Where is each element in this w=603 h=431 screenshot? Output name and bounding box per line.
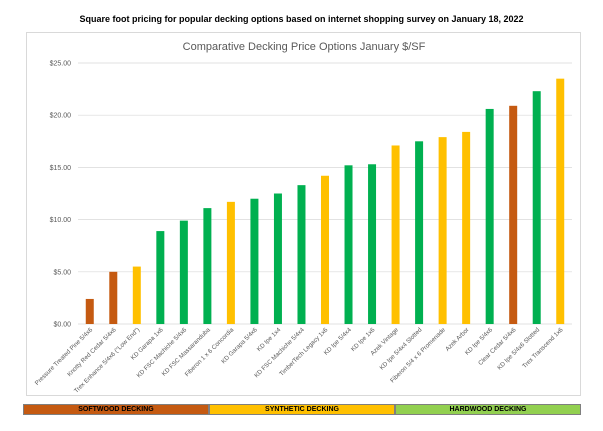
bar (179, 220, 188, 324)
synthetic-decking-label: SYNTHETIC DECKING (265, 406, 339, 413)
bar (297, 185, 306, 324)
bar (462, 131, 471, 324)
bar (85, 298, 94, 324)
bar (321, 175, 329, 324)
synthetic-decking-band: SYNTHETIC DECKING (209, 404, 395, 415)
bar (368, 164, 377, 324)
x-tick-label: KD Ipe 5/4x6 Slotted (496, 326, 541, 371)
page-title: Square foot pricing for popular decking … (79, 14, 524, 24)
bar (226, 201, 235, 324)
y-tick-label: $10.00 (50, 217, 72, 224)
y-tick-label: $25.00 (50, 61, 72, 68)
bar (132, 266, 141, 324)
bar (156, 231, 165, 324)
y-tick-label: $15.00 (50, 165, 72, 172)
hardwood-decking-label: HARDWOOD DECKING (449, 406, 527, 413)
bar (438, 137, 447, 324)
y-tick-label: $0.00 (53, 322, 71, 329)
bar (509, 105, 518, 324)
bar (273, 193, 282, 324)
bar (109, 271, 118, 324)
hardwood-decking-band: HARDWOOD DECKING (395, 404, 581, 415)
chart-title: Comparative Decking Price Options Januar… (183, 41, 426, 53)
bar (532, 91, 541, 324)
softwood-decking-band: SOFTWOOD DECKING (23, 404, 209, 415)
x-tick-label: Trex Transcend 1x6 (521, 326, 565, 370)
y-tick-label: $20.00 (50, 113, 72, 120)
y-tick-label: $5.00 (53, 269, 71, 276)
softwood-decking-label: SOFTWOOD DECKING (78, 406, 154, 413)
bar (556, 78, 565, 324)
bar (344, 165, 353, 324)
bar (250, 198, 259, 324)
bar (391, 145, 400, 324)
x-tick-label: KD Ipe 5/4x4 Slotted (378, 326, 423, 371)
bar (415, 141, 424, 324)
bar (485, 108, 494, 324)
bar (203, 208, 212, 324)
